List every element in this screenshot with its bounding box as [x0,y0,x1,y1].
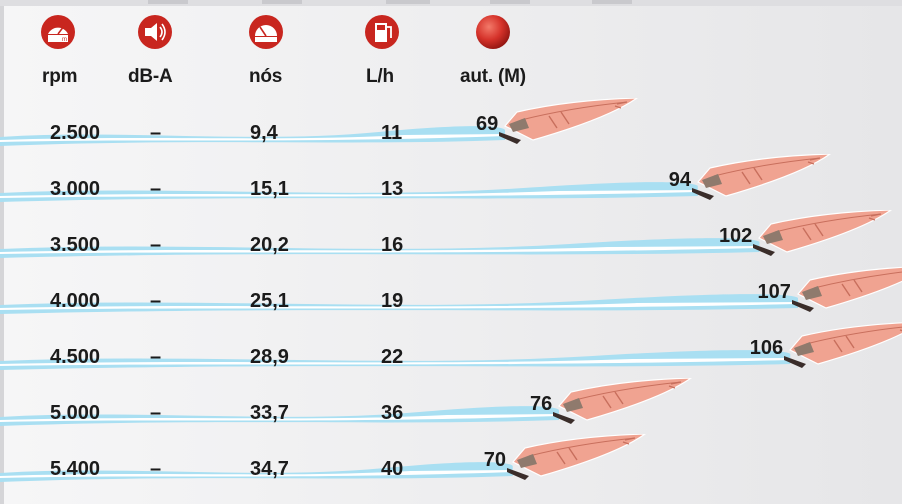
cell-rpm: 3.000 [50,178,101,200]
cell-dba: – [150,178,162,200]
cell-lph: 11 [381,122,403,144]
cell-range: 107 [757,281,791,303]
cell-lph: 36 [381,402,404,424]
cell-dba: – [150,234,162,256]
speedometer-icon [249,15,283,49]
cell-knots: 9,4 [250,122,278,144]
boat-wake [0,126,505,146]
cell-rpm: 3.500 [50,234,101,256]
boat-wake [0,406,559,426]
table-row: 5.400 – 34,7 40 70 [0,434,902,496]
cell-dba: – [150,402,162,424]
cell-rpm: 4.000 [50,290,101,312]
cell-dba: – [150,346,162,368]
boat-wake [0,294,798,314]
boat-marker [792,266,902,312]
table-row: 3.000 – 15,1 13 94 [0,154,902,216]
column-header-range: aut. (M) [460,66,526,87]
cell-rpm: 5.400 [50,458,101,480]
cell-knots: 34,7 [250,458,289,480]
cell-rpm: 5.000 [50,402,101,424]
cell-lph: 22 [381,346,404,368]
cell-lph: 40 [381,458,404,480]
cell-rpm: 4.500 [50,346,101,368]
table-row: 5.000 – 33,7 36 76 [0,378,902,440]
cell-dba: – [150,458,162,480]
cell-lph: 13 [381,178,404,200]
cell-rpm: 2.500 [50,122,101,144]
tachometer-icon: m [41,15,75,49]
boat-wake [0,182,698,202]
range-ball-icon [476,15,510,49]
fuel-pump-icon [365,15,399,49]
cell-dba: – [150,122,162,144]
cell-dba: – [150,290,162,312]
table-row: 2.500 – 9,4 11 69 [0,98,902,160]
table-row: 3.500 – 20,2 16 102 [0,210,902,272]
table-row: 4.000 – 25,1 19 107 [0,266,902,328]
cell-knots: 28,9 [250,346,289,368]
cell-range: 102 [718,225,753,247]
top-stripes [0,0,902,6]
table-row: 4.500 – 28,9 22 106 [0,322,902,384]
column-header-lph: L/h [366,66,394,87]
cell-knots: 33,7 [250,402,289,424]
boat-marker [499,98,639,144]
boat-marker [552,378,693,424]
cell-knots: 25,1 [250,290,289,312]
cell-range: 106 [749,337,784,359]
boat-marker [691,154,831,200]
column-header-knots: nós [249,66,283,87]
boat-wake [0,238,760,258]
column-header-rpm: rpm [42,66,78,87]
boat-marker [784,322,902,368]
cell-range: 76 [529,393,553,415]
cell-range: 69 [476,113,499,135]
speaker-icon [138,15,172,49]
cell-knots: 20,2 [250,234,289,256]
boat-marker [753,210,893,256]
cell-range: 94 [668,169,691,191]
svg-text:m: m [62,37,67,43]
cell-lph: 19 [381,290,404,312]
boat-marker [506,434,646,480]
cell-range: 70 [483,449,506,471]
boat-wake [0,350,791,370]
cell-knots: 15,1 [250,178,289,200]
column-header-dba: dB-A [128,66,173,87]
boat-wake [0,462,513,482]
cell-lph: 16 [381,234,404,256]
